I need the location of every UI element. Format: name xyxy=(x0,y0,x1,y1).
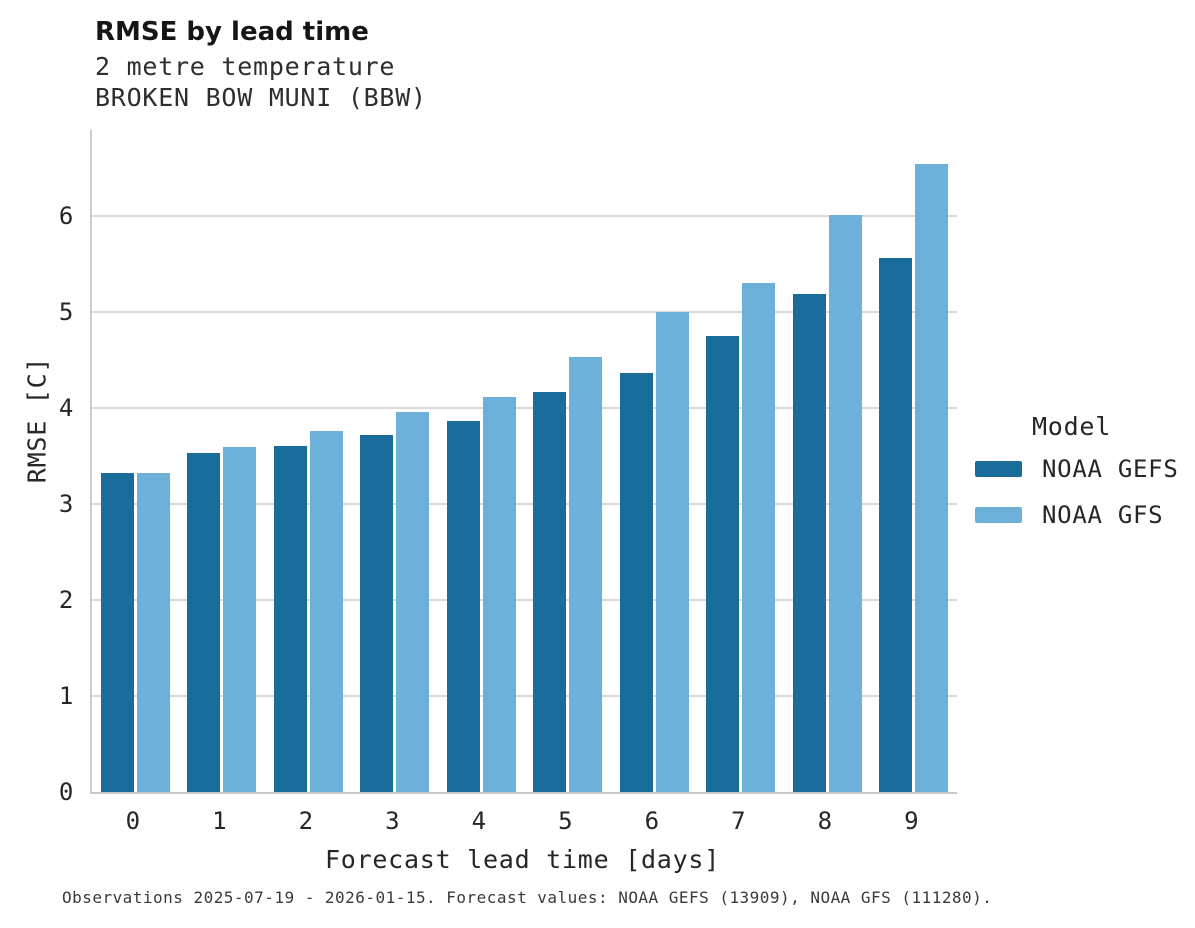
gridline xyxy=(92,311,957,314)
bar-noaa-gefs xyxy=(792,294,826,792)
x-tick-label: 9 xyxy=(904,807,920,835)
y-tick-label: 2 xyxy=(58,586,74,615)
chart-subtitle: 2 metre temperature BROKEN BOW MUNI (BBW… xyxy=(95,51,427,113)
bar-noaa-gefs xyxy=(619,372,653,792)
bar-noaa-gefs xyxy=(360,435,394,792)
x-tick-label: 3 xyxy=(385,807,401,835)
bar-noaa-gefs xyxy=(273,445,307,792)
bar-noaa-gfs xyxy=(223,446,257,792)
y-tick-label: 1 xyxy=(58,682,74,711)
x-tick-label: 8 xyxy=(817,807,833,835)
chart-subtitle-variable: 2 metre temperature xyxy=(95,52,396,81)
bar-noaa-gfs xyxy=(915,163,949,792)
bar-noaa-gfs xyxy=(482,396,516,792)
plot-area xyxy=(90,130,957,794)
legend-title: Model xyxy=(1032,412,1112,441)
y-tick-label: 6 xyxy=(58,202,74,231)
gridline xyxy=(92,599,957,602)
bar-noaa-gfs xyxy=(655,312,689,792)
legend: Model NOAA GEFS NOAA GFS xyxy=(966,412,1179,547)
bar-noaa-gefs xyxy=(100,473,134,792)
chart-subtitle-station: BROKEN BOW MUNI (BBW) xyxy=(95,83,427,112)
gridline xyxy=(92,407,957,410)
x-tick-label: 1 xyxy=(212,807,228,835)
y-tick-label: 3 xyxy=(58,490,74,519)
legend-item-label: NOAA GEFS xyxy=(1042,455,1179,483)
legend-item: NOAA GFS xyxy=(966,501,1179,529)
bar-noaa-gefs xyxy=(706,336,740,792)
y-tick-label: 0 xyxy=(58,778,74,806)
gridline xyxy=(92,503,957,506)
legend-item: NOAA GEFS xyxy=(966,455,1179,483)
bar-noaa-gfs xyxy=(136,473,170,792)
x-tick-label: 2 xyxy=(298,807,314,835)
legend-item-label: NOAA GFS xyxy=(1042,501,1164,529)
gridline xyxy=(92,215,957,218)
x-tick-label: 0 xyxy=(125,807,141,835)
bar-noaa-gefs xyxy=(879,257,913,792)
legend-swatch-noaa-gefs xyxy=(975,461,1022,477)
bar-noaa-gfs xyxy=(742,282,776,792)
bar-noaa-gfs xyxy=(396,412,430,792)
bar-noaa-gefs xyxy=(446,420,480,792)
bar-noaa-gfs xyxy=(828,215,862,792)
chart-title: RMSE by lead time xyxy=(95,17,369,47)
x-tick-label: 5 xyxy=(558,807,574,835)
y-tick-label: 5 xyxy=(58,298,74,327)
x-tick-label: 6 xyxy=(644,807,660,835)
y-tick-label: 4 xyxy=(58,394,74,423)
chart-footnote: Observations 2025-07-19 - 2026-01-15. Fo… xyxy=(62,888,993,907)
x-axis-label: Forecast lead time [days] xyxy=(324,845,721,874)
bar-noaa-gefs xyxy=(187,453,221,792)
x-tick-label: 4 xyxy=(471,807,487,835)
legend-swatch-noaa-gfs xyxy=(975,507,1022,523)
bar-noaa-gfs xyxy=(569,357,603,792)
x-tick-label: 7 xyxy=(731,807,747,835)
gridline xyxy=(92,695,957,698)
bar-noaa-gefs xyxy=(533,391,567,792)
bar-noaa-gfs xyxy=(309,431,343,792)
